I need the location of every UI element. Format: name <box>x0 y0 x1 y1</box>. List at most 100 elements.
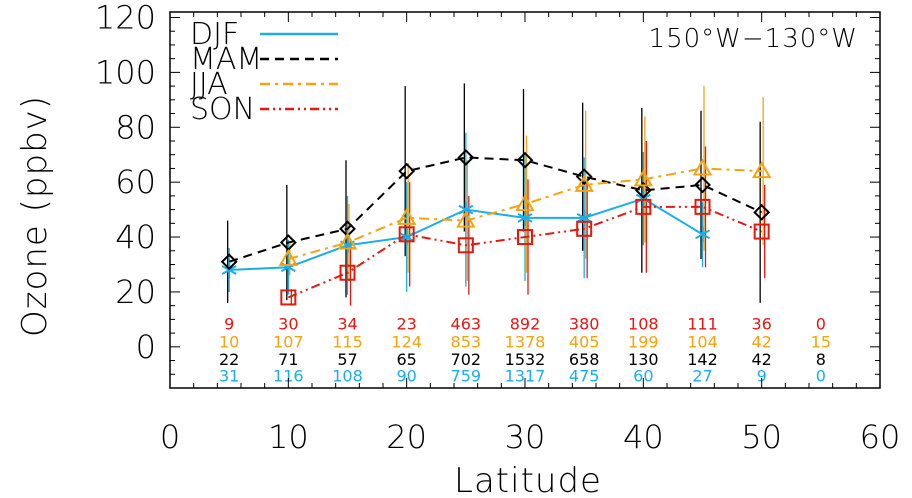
count-label-djf: 1317 <box>505 367 546 386</box>
count-label-mam: 22 <box>219 350 239 369</box>
count-label-mam: 130 <box>628 350 659 369</box>
count-label-djf: 475 <box>569 367 600 386</box>
x-tick-label: 30 <box>505 418 546 456</box>
marker-mam <box>220 253 238 271</box>
y-axis-title: Ozone (ppbv) <box>15 95 55 337</box>
count-label-djf: 759 <box>451 367 482 386</box>
marker-son <box>339 264 356 281</box>
marker-jja <box>692 158 713 176</box>
count-label-mam: 65 <box>396 350 416 369</box>
marker-mam <box>694 176 711 194</box>
series-line-mam <box>228 156 763 263</box>
count-label-mam: 42 <box>751 350 771 369</box>
count-label-jja: 853 <box>451 332 482 351</box>
legend-label-jja: JJA <box>190 67 228 102</box>
error-bars <box>227 83 766 306</box>
count-label-jja: 115 <box>332 332 363 351</box>
marker-jja <box>396 207 417 225</box>
count-label-jja: 199 <box>628 332 659 351</box>
series-line-son <box>287 205 763 299</box>
x-tick-label: 60 <box>860 418 901 456</box>
y-tick-label: 80 <box>115 108 156 146</box>
marker-son <box>517 229 533 246</box>
marker-son <box>753 223 770 240</box>
marker-mam <box>398 162 416 180</box>
count-label-mam: 57 <box>337 350 357 369</box>
count-label-jja: 107 <box>273 332 304 351</box>
x-tick-label: 50 <box>741 418 782 456</box>
marker-djf <box>576 209 592 226</box>
marker-mam <box>457 149 475 166</box>
x-axis-title: Latitude <box>454 461 602 498</box>
marker-djf <box>399 229 415 246</box>
count-label-djf: 116 <box>273 367 304 386</box>
count-label-mam: 658 <box>569 350 600 369</box>
marker-son <box>280 289 297 306</box>
y-tick-label: 120 <box>95 0 156 36</box>
x-tick-label: 10 <box>268 418 309 456</box>
marker-son <box>457 237 474 254</box>
count-label-son: 0 <box>816 315 826 334</box>
y-tick-label: 0 <box>136 328 156 366</box>
sample-count-labels: 9 30 34 23 463 892 380 108 111 36 0 10 107 115 124 853 1… <box>219 315 831 386</box>
count-label-djf: 108 <box>332 367 363 386</box>
count-label-jja: 15 <box>811 332 831 351</box>
count-label-son: 463 <box>451 315 482 334</box>
legend-label-mam: MAM <box>190 42 262 77</box>
x-tick-label: 20 <box>386 418 427 456</box>
marker-mam <box>753 203 771 221</box>
count-label-son: 34 <box>337 315 357 334</box>
count-label-son: 30 <box>278 315 298 334</box>
count-label-son: 380 <box>569 315 600 334</box>
count-label-jja: 10 <box>219 332 239 351</box>
marker-jja <box>337 232 358 250</box>
marker-son <box>694 198 711 215</box>
count-label-mam: 1532 <box>505 350 546 369</box>
marker-jja <box>456 210 476 228</box>
count-label-djf: 9 <box>757 367 767 386</box>
count-label-jja: 1378 <box>505 332 546 351</box>
marker-son <box>635 198 652 215</box>
marker-son <box>398 226 415 243</box>
marker-son <box>576 220 593 237</box>
count-label-mam: 71 <box>278 350 298 369</box>
marker-jja <box>633 169 654 187</box>
marker-djf <box>458 201 474 218</box>
count-label-jja: 405 <box>569 332 600 351</box>
count-label-jja: 104 <box>687 332 718 351</box>
axis-ticks: 0 10 20 30 40 5 0 60 0 20 40 60 80 100 120 <box>95 0 900 456</box>
marker-mam <box>575 168 593 186</box>
count-label-jja: 42 <box>751 332 771 351</box>
count-label-mam: 8 <box>816 350 826 369</box>
count-label-jja: 124 <box>391 332 422 351</box>
marker-jja <box>278 248 299 267</box>
marker-djf <box>695 226 710 243</box>
marker-jja <box>574 174 594 192</box>
count-label-djf: 60 <box>633 367 653 386</box>
count-label-mam: 702 <box>451 350 482 369</box>
y-tick-label: 60 <box>115 163 156 201</box>
marker-djf <box>517 209 533 226</box>
marker-mam <box>634 181 652 199</box>
series-markers <box>220 149 772 306</box>
count-label-djf: 31 <box>219 367 239 386</box>
y-tick-label: 40 <box>115 218 156 256</box>
count-label-son: 111 <box>687 315 718 334</box>
count-label-mam: 142 <box>687 350 718 369</box>
count-label-son: 36 <box>751 315 771 334</box>
legend-label-djf: DJF <box>190 17 239 52</box>
series-lines <box>228 156 763 299</box>
count-label-son: 23 <box>396 315 416 334</box>
series-line-jja <box>288 167 762 260</box>
legend-label-son: SON <box>190 92 255 127</box>
y-tick-label: 20 <box>115 273 156 311</box>
marker-jja <box>751 161 772 179</box>
y-tick-label: 100 <box>95 53 156 91</box>
marker-jja <box>515 194 535 212</box>
x-tick-label: 0 <box>160 418 180 456</box>
count-label-son: 892 <box>510 315 541 334</box>
region-label: 150°W−130°W <box>649 24 858 54</box>
count-label-son: 9 <box>224 315 234 334</box>
